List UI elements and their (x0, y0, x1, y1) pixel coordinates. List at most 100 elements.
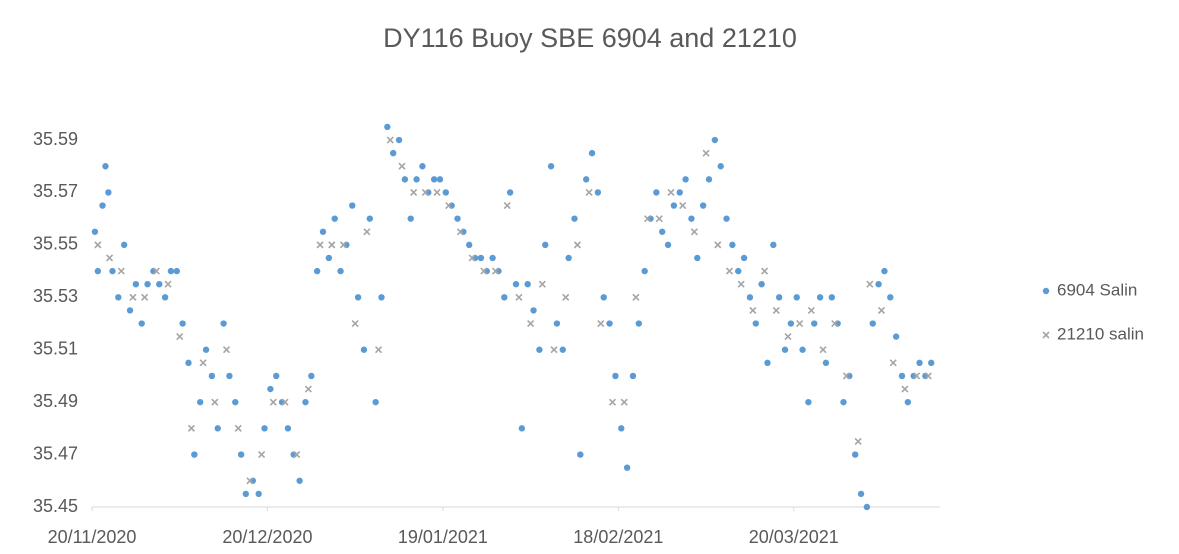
point (378, 294, 385, 301)
x-tick-label: 20/12/2020 (222, 527, 312, 547)
point (784, 333, 792, 341)
point (222, 346, 231, 354)
point (573, 241, 581, 249)
point (489, 254, 496, 262)
point (659, 228, 666, 235)
point (699, 202, 707, 209)
point (667, 188, 675, 197)
point (690, 228, 698, 236)
point (232, 398, 239, 406)
point (772, 306, 780, 314)
point (339, 241, 348, 249)
point (413, 176, 420, 183)
point (928, 359, 935, 367)
point (328, 241, 336, 249)
point (632, 293, 640, 301)
point (831, 319, 839, 328)
point (781, 346, 789, 353)
point (679, 201, 687, 210)
point (629, 372, 637, 380)
point (480, 267, 488, 275)
point (468, 254, 476, 262)
point (565, 254, 572, 262)
point (653, 189, 660, 196)
point (284, 425, 292, 432)
point (760, 267, 769, 275)
y-tick-label: 35.45 (33, 496, 78, 516)
point (582, 176, 590, 183)
point (129, 293, 137, 301)
y-tick-label: 35.51 (33, 338, 78, 358)
point (547, 163, 555, 170)
point (316, 241, 324, 249)
point (644, 215, 652, 223)
point (623, 464, 631, 471)
point (527, 319, 535, 328)
point (881, 267, 888, 275)
point (152, 267, 160, 275)
point (351, 319, 359, 328)
point (138, 320, 145, 327)
point (267, 385, 274, 393)
point (161, 294, 169, 301)
point (211, 398, 219, 406)
point (176, 333, 184, 341)
point (360, 346, 368, 353)
point (501, 294, 508, 301)
chart-title: DY116 Buoy SBE 6904 and 21210 (383, 23, 797, 53)
point (916, 359, 923, 367)
x-tick-label: 20/11/2020 (48, 527, 137, 547)
point (386, 136, 394, 144)
point (187, 424, 195, 432)
legend-label: 21210 salin (1057, 324, 1144, 343)
y-tick-label: 35.47 (33, 443, 78, 463)
point (770, 241, 777, 249)
y-tick-label: 35.49 (33, 391, 78, 411)
point (729, 241, 736, 249)
point (179, 320, 186, 327)
point (491, 267, 500, 275)
point (191, 451, 198, 458)
point (246, 477, 254, 485)
point (436, 176, 444, 183)
point (433, 188, 441, 197)
point (635, 320, 643, 327)
point (538, 280, 546, 288)
point (828, 294, 836, 301)
point (401, 176, 409, 183)
point (337, 267, 344, 275)
point (349, 202, 356, 209)
point (571, 215, 578, 222)
point (857, 490, 865, 498)
point (398, 162, 406, 170)
point (577, 451, 584, 458)
point (389, 149, 397, 157)
point (384, 123, 391, 131)
point (892, 333, 900, 340)
point (559, 346, 566, 353)
point (550, 346, 558, 354)
point (226, 372, 233, 380)
point (91, 228, 99, 235)
point (758, 280, 765, 288)
point (775, 294, 783, 301)
point (542, 241, 549, 249)
point (115, 294, 122, 301)
point (840, 398, 847, 406)
legend-marker (1042, 331, 1050, 339)
point (144, 280, 151, 288)
point (822, 359, 830, 367)
point (132, 280, 140, 288)
point (395, 136, 403, 144)
point (597, 319, 605, 328)
point (585, 188, 593, 197)
point (261, 425, 268, 432)
point (515, 293, 523, 301)
point (869, 320, 876, 327)
y-tick-label: 35.53 (33, 286, 78, 306)
point (811, 320, 818, 327)
point (746, 294, 754, 301)
point (164, 280, 172, 288)
point (375, 346, 383, 354)
